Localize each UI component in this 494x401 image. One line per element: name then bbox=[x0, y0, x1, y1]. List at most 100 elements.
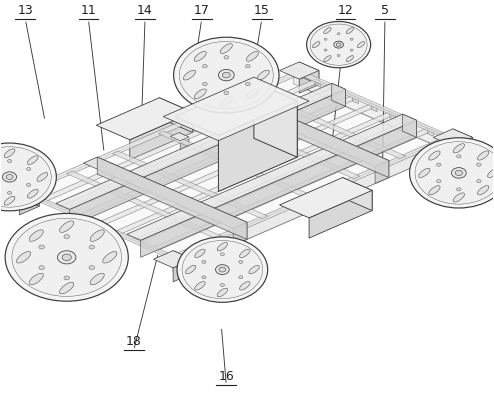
Ellipse shape bbox=[418, 168, 430, 178]
Ellipse shape bbox=[60, 221, 74, 232]
Ellipse shape bbox=[246, 82, 250, 86]
Ellipse shape bbox=[220, 97, 232, 107]
Ellipse shape bbox=[324, 38, 327, 40]
Polygon shape bbox=[233, 222, 247, 245]
Ellipse shape bbox=[179, 41, 273, 109]
Ellipse shape bbox=[4, 196, 15, 205]
Polygon shape bbox=[433, 129, 473, 146]
Ellipse shape bbox=[29, 273, 43, 285]
Polygon shape bbox=[20, 71, 302, 194]
Ellipse shape bbox=[64, 276, 70, 280]
Polygon shape bbox=[453, 129, 473, 152]
Ellipse shape bbox=[4, 149, 15, 158]
Ellipse shape bbox=[346, 28, 354, 34]
Polygon shape bbox=[110, 163, 120, 176]
Polygon shape bbox=[101, 163, 120, 171]
Polygon shape bbox=[160, 98, 193, 133]
Polygon shape bbox=[133, 120, 414, 243]
Ellipse shape bbox=[224, 91, 229, 95]
Ellipse shape bbox=[246, 65, 250, 68]
Polygon shape bbox=[130, 112, 193, 160]
Polygon shape bbox=[77, 95, 358, 218]
Polygon shape bbox=[66, 171, 222, 239]
Ellipse shape bbox=[222, 72, 230, 78]
Ellipse shape bbox=[257, 70, 269, 80]
Ellipse shape bbox=[203, 65, 207, 68]
Ellipse shape bbox=[195, 282, 205, 290]
Polygon shape bbox=[0, 184, 39, 201]
Ellipse shape bbox=[182, 241, 263, 299]
Polygon shape bbox=[352, 95, 358, 103]
Polygon shape bbox=[163, 77, 309, 141]
Polygon shape bbox=[375, 160, 389, 184]
Ellipse shape bbox=[437, 180, 441, 183]
Ellipse shape bbox=[453, 144, 464, 153]
Polygon shape bbox=[83, 157, 247, 228]
Polygon shape bbox=[239, 103, 258, 111]
Ellipse shape bbox=[194, 51, 206, 61]
Polygon shape bbox=[58, 87, 339, 210]
Ellipse shape bbox=[224, 56, 229, 59]
Text: 14: 14 bbox=[137, 4, 153, 17]
Polygon shape bbox=[299, 62, 319, 85]
Ellipse shape bbox=[219, 267, 226, 272]
Ellipse shape bbox=[7, 191, 12, 194]
Ellipse shape bbox=[202, 276, 206, 279]
Ellipse shape bbox=[357, 42, 365, 48]
Polygon shape bbox=[225, 95, 389, 166]
Polygon shape bbox=[403, 114, 416, 137]
Ellipse shape bbox=[429, 151, 440, 160]
Ellipse shape bbox=[195, 249, 205, 257]
Ellipse shape bbox=[453, 193, 464, 202]
Polygon shape bbox=[390, 112, 396, 120]
Polygon shape bbox=[280, 178, 372, 218]
Polygon shape bbox=[296, 71, 452, 139]
Polygon shape bbox=[427, 128, 433, 136]
Polygon shape bbox=[296, 71, 302, 79]
Polygon shape bbox=[141, 120, 416, 257]
Polygon shape bbox=[114, 112, 396, 234]
Ellipse shape bbox=[477, 163, 481, 166]
Ellipse shape bbox=[90, 273, 104, 285]
Polygon shape bbox=[254, 82, 297, 157]
Text: 11: 11 bbox=[81, 4, 96, 17]
Polygon shape bbox=[293, 70, 305, 89]
Ellipse shape bbox=[7, 160, 12, 162]
Ellipse shape bbox=[247, 51, 258, 61]
Ellipse shape bbox=[310, 24, 367, 65]
Text: 12: 12 bbox=[337, 4, 353, 17]
Ellipse shape bbox=[0, 143, 56, 211]
Polygon shape bbox=[218, 101, 297, 191]
Polygon shape bbox=[173, 259, 193, 282]
Ellipse shape bbox=[220, 284, 224, 286]
Ellipse shape bbox=[240, 282, 250, 290]
Ellipse shape bbox=[437, 163, 441, 166]
Ellipse shape bbox=[313, 42, 320, 48]
Ellipse shape bbox=[89, 265, 94, 269]
Polygon shape bbox=[111, 167, 120, 180]
Polygon shape bbox=[179, 133, 189, 146]
Ellipse shape bbox=[39, 245, 44, 249]
Polygon shape bbox=[173, 251, 193, 273]
Text: 17: 17 bbox=[194, 4, 209, 17]
Polygon shape bbox=[239, 95, 389, 178]
Ellipse shape bbox=[307, 22, 370, 68]
Ellipse shape bbox=[239, 276, 243, 279]
Polygon shape bbox=[315, 79, 321, 87]
Ellipse shape bbox=[0, 147, 51, 207]
Ellipse shape bbox=[173, 37, 279, 113]
Ellipse shape bbox=[89, 245, 94, 249]
Ellipse shape bbox=[5, 213, 128, 301]
Ellipse shape bbox=[202, 260, 206, 263]
Polygon shape bbox=[249, 107, 258, 120]
Ellipse shape bbox=[62, 254, 71, 261]
Ellipse shape bbox=[410, 138, 494, 208]
Text: 5: 5 bbox=[381, 4, 389, 17]
Ellipse shape bbox=[334, 41, 343, 48]
Text: 13: 13 bbox=[17, 4, 33, 17]
Ellipse shape bbox=[194, 89, 206, 99]
Text: 15: 15 bbox=[254, 4, 270, 17]
Ellipse shape bbox=[203, 82, 207, 86]
Polygon shape bbox=[173, 138, 449, 271]
Polygon shape bbox=[280, 62, 319, 79]
